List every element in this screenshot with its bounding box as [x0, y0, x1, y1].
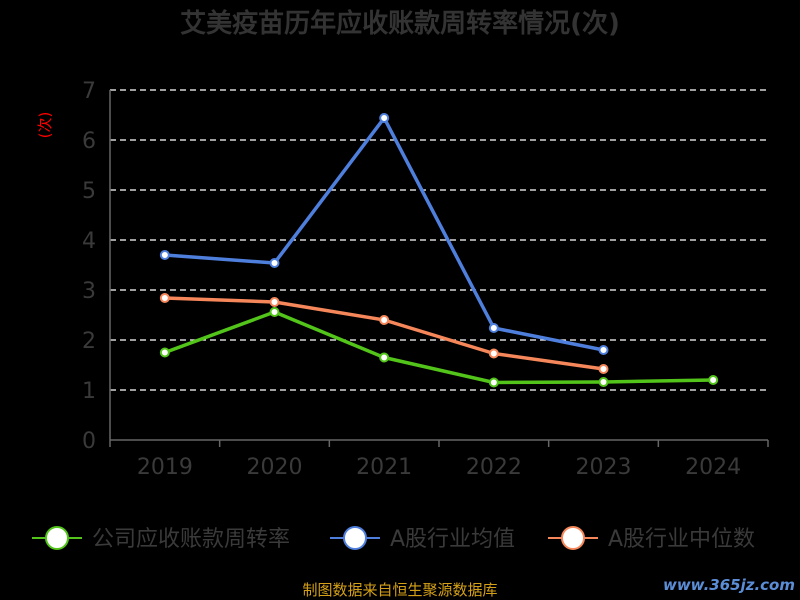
y-tick-label-0: 0: [82, 429, 96, 454]
y-tick-label-2: 2: [82, 329, 96, 354]
x-tick-label-2021: 2021: [356, 455, 412, 480]
data-source-note: 制图数据来自恒生聚源数据库: [302, 581, 497, 599]
series: [159, 113, 719, 388]
legend-label-1: A股行业均值: [390, 527, 515, 552]
y-tick-label-4: 4: [82, 229, 96, 254]
data-point-0-2020: [269, 307, 280, 317]
data-point-2-2023: [598, 364, 609, 374]
axes: 0 1 2 3 4 5 6 7 2019 2020 2021 2022 2023 2024: [82, 79, 769, 480]
grid: [110, 89, 768, 391]
y-tick-label-1: 1: [82, 379, 96, 404]
legend-item-1: A股行业均值: [330, 526, 515, 552]
data-point-0-2019: [159, 347, 170, 358]
y-tick-label-5: 5: [82, 179, 96, 204]
data-point-2-2020: [269, 297, 280, 307]
data-point-1-2020: [269, 258, 280, 268]
x-tick-label-2020: 2020: [247, 455, 303, 480]
legend-item-0: 公司应收账款周转率: [32, 526, 290, 552]
series-line-0: [163, 310, 715, 385]
y-axis-unit: (次): [36, 112, 54, 139]
y-tick-label-3: 3: [82, 279, 96, 304]
y-tick-label-7: 7: [82, 79, 96, 104]
data-point-1-2021: [379, 113, 390, 123]
chart-title: 艾美疫苗历年应收账款周转率情况(次): [180, 8, 620, 39]
x-tick-label-2023: 2023: [576, 455, 632, 480]
data-point-0-2022: [488, 377, 499, 388]
legend-marker-2: [561, 526, 585, 550]
data-point-0-2024: [708, 375, 719, 385]
data-point-1-2019: [159, 250, 170, 260]
series-0: [159, 307, 719, 388]
data-point-1-2023: [598, 345, 609, 355]
data-point-0-2021: [379, 352, 390, 363]
y-tick-label-6: 6: [82, 129, 96, 154]
legend-item-2: A股行业中位数: [548, 526, 755, 552]
series-1: [159, 113, 609, 355]
legend-marker-1: [343, 526, 367, 550]
series-2: [159, 293, 609, 374]
x-tick-label-2022: 2022: [466, 455, 522, 480]
data-point-2-2021: [379, 315, 390, 325]
legend-marker-0: [45, 526, 69, 550]
x-tick-label-2024: 2024: [685, 455, 741, 480]
legend-label-0: 公司应收账款周转率: [92, 527, 290, 552]
data-point-2-2022: [488, 348, 499, 359]
data-point-2-2019: [159, 293, 170, 303]
data-point-0-2023: [598, 377, 609, 387]
watermark: www.365jz.com: [663, 576, 795, 594]
legend: 公司应收账款周转率 A股行业均值 A股行业中位数: [32, 526, 755, 552]
data-point-1-2022: [488, 323, 499, 333]
legend-label-2: A股行业中位数: [608, 527, 755, 552]
x-tick-label-2019: 2019: [137, 455, 193, 480]
